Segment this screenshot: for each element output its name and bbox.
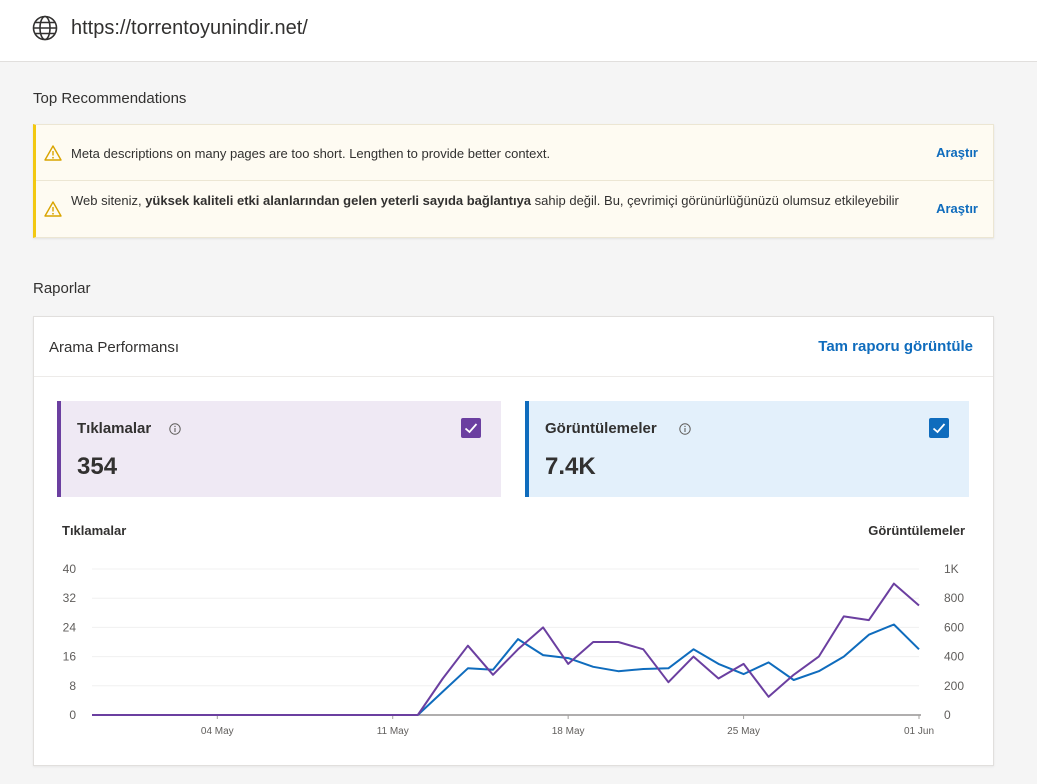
right-tick-label: 800 — [944, 591, 964, 605]
info-icon[interactable] — [679, 423, 691, 435]
impressions-checkbox[interactable] — [929, 418, 949, 438]
recommendation-text-bold: yüksek kaliteli etki alanlarından gelen … — [145, 193, 532, 208]
impressions-metric-tile[interactable]: Görüntülemeler 7.4K — [525, 401, 969, 497]
right-tick-label: 0 — [944, 708, 951, 722]
left-tick-label: 32 — [63, 591, 77, 605]
clicks-checkbox[interactable] — [461, 418, 481, 438]
impressions-value: 7.4K — [545, 453, 596, 480]
recommendations-title: Top Recommendations — [33, 90, 187, 107]
impressions-series-line — [92, 623, 920, 716]
impressions-label: Görüntülemeler — [545, 420, 657, 437]
right-tick-label: 200 — [944, 679, 964, 693]
recommendation-text: Web siteniz, yüksek kaliteli etki alanla… — [71, 191, 901, 210]
card-header: Arama Performansı Tam raporu görüntüle — [34, 317, 993, 377]
warning-icon — [44, 201, 62, 217]
recommendation-item: Meta descriptions on many pages are too … — [36, 125, 994, 181]
x-tick-label: 11 May — [377, 726, 409, 737]
left-tick-label: 0 — [69, 708, 76, 722]
recommendation-item: Web siteniz, yüksek kaliteli etki alanla… — [36, 181, 994, 238]
checkmark-icon — [932, 423, 946, 434]
site-header: https://torrentoyunindir.net/ — [0, 0, 1037, 62]
site-url: https://torrentoyunindir.net/ — [71, 17, 308, 39]
left-axis-title: Tıklamalar — [62, 523, 127, 538]
globe-icon — [32, 15, 58, 41]
recommendation-text-start: Web siteniz, — [71, 193, 146, 208]
right-tick-label: 400 — [944, 650, 964, 664]
left-tick-label: 24 — [63, 620, 77, 634]
card-title: Arama Performansı — [49, 339, 180, 356]
x-tick-label: 01 Jun — [904, 726, 934, 737]
recommendation-text: Meta descriptions on many pages are too … — [71, 146, 551, 161]
warning-icon — [44, 145, 62, 161]
recommendation-text-end: sahip değil. Bu, çevrimiçi görünürlüğünü… — [531, 193, 899, 208]
clicks-label: Tıklamalar — [77, 420, 152, 437]
clicks-metric-tile[interactable]: Tıklamalar 354 — [57, 401, 501, 497]
left-tick-label: 8 — [69, 679, 76, 693]
right-tick-label: 1K — [944, 562, 959, 576]
view-full-report-link[interactable]: Tam raporu görüntüle — [818, 338, 973, 355]
left-tick-label: 16 — [63, 650, 77, 664]
clicks-value: 354 — [77, 453, 118, 480]
clicks-series-line — [92, 582, 920, 716]
search-performance-card: Arama Performansı Tam raporu görüntüle T… — [33, 316, 994, 766]
explore-link[interactable]: Araştır — [936, 201, 978, 216]
x-tick-label: 25 May — [727, 726, 760, 737]
recommendations-panel: Meta descriptions on many pages are too … — [33, 124, 994, 238]
right-tick-label: 600 — [944, 620, 964, 634]
reports-title: Raporlar — [33, 280, 91, 297]
explore-link[interactable]: Araştır — [936, 145, 978, 160]
right-axis-title: Görüntülemeler — [868, 523, 965, 538]
info-icon[interactable] — [169, 423, 181, 435]
checkmark-icon — [464, 423, 478, 434]
x-tick-label: 18 May — [552, 726, 585, 737]
x-tick-label: 04 May — [201, 726, 234, 737]
left-tick-label: 40 — [63, 562, 77, 576]
